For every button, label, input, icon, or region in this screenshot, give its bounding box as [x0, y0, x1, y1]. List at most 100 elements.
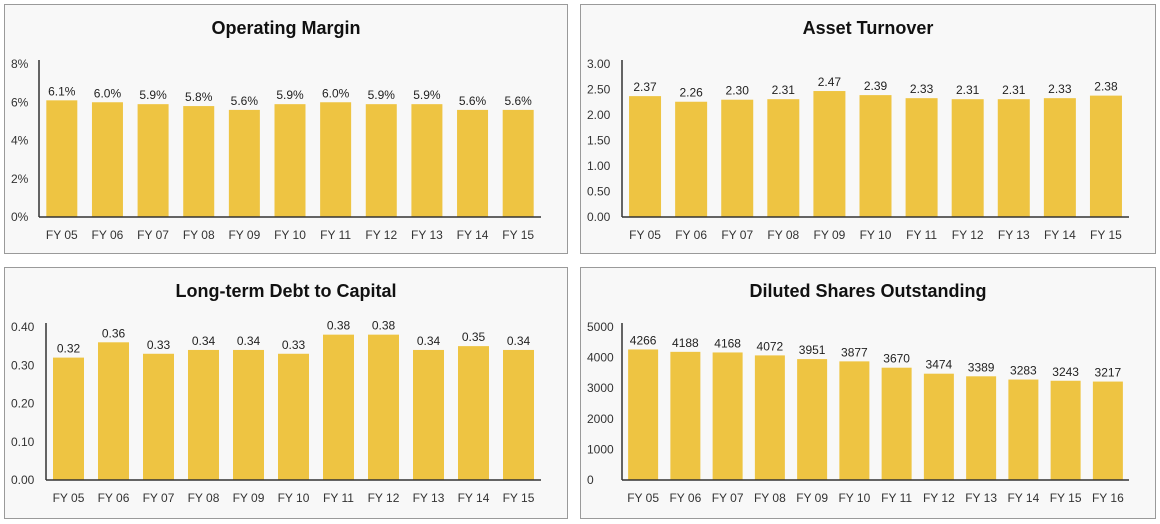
y-tick-label: 0.00 [11, 473, 35, 487]
bar [712, 352, 743, 480]
data-label: 2.30 [726, 84, 750, 98]
data-label: 0.34 [192, 334, 216, 348]
bar [368, 334, 399, 480]
debt-to-capital-chart: 0.00 0.10 0.20 0.30 0.40 0.32 FY 05 0.36 FY 06 0.… [11, 319, 541, 505]
x-tick-label: FY 15 [1050, 491, 1082, 505]
data-label: 5.8% [185, 90, 213, 104]
data-label: 0.33 [147, 338, 171, 352]
x-tick-label: FY 09 [814, 228, 846, 242]
data-label: 2.31 [772, 83, 796, 97]
data-label: 0.32 [57, 342, 81, 356]
data-label: 4266 [630, 333, 657, 347]
y-tick-label: 2.00 [587, 108, 611, 122]
bar [629, 96, 662, 217]
data-label: 4168 [714, 336, 741, 350]
x-tick-label: FY 11 [881, 491, 912, 505]
data-label: 5.6% [505, 94, 533, 108]
y-tick-label: 6% [11, 95, 29, 109]
bar [46, 100, 78, 217]
bar [1043, 98, 1076, 217]
data-label: 4072 [757, 339, 784, 353]
bar [797, 359, 828, 480]
debt-to-capital-panel: Long-term Debt to Capital 0.00 0.10 0.20 0.… [4, 267, 568, 519]
bar [813, 91, 846, 217]
x-tick-label: FY 13 [413, 491, 445, 505]
bar [670, 351, 701, 480]
data-label: 0.34 [507, 334, 531, 348]
data-label: 5.9% [276, 88, 304, 102]
x-tick-label: FY 10 [274, 228, 306, 242]
x-tick-label: FY 08 [188, 491, 220, 505]
bar [365, 104, 397, 217]
bar [721, 99, 754, 217]
chart-title: Diluted Shares Outstanding [749, 281, 987, 301]
y-tick-label: 2000 [587, 412, 614, 426]
x-tick-label: FY 11 [323, 491, 354, 505]
data-label: 4188 [672, 336, 699, 350]
x-tick-label: FY 06 [669, 491, 701, 505]
y-tick-label: 4% [11, 134, 29, 148]
y-tick-label: 0.00 [587, 210, 611, 224]
y-tick-label: 8% [11, 57, 29, 71]
y-tick-label: 0.20 [11, 397, 35, 411]
y-tick-label: 3000 [587, 381, 614, 395]
bar [320, 102, 352, 217]
bar [951, 99, 984, 217]
y-tick-label: 0 [587, 473, 594, 487]
bar [754, 355, 785, 480]
data-label: 3474 [926, 358, 953, 372]
chart-title: Long-term Debt to Capital [175, 281, 397, 301]
chart-title: Operating Margin [211, 18, 361, 38]
bar [183, 106, 215, 217]
data-label: 5.6% [231, 94, 259, 108]
data-label: 0.34 [417, 334, 441, 348]
x-tick-label: FY 15 [1090, 228, 1122, 242]
x-tick-label: FY 13 [411, 228, 443, 242]
bar [905, 98, 938, 217]
x-tick-label: FY 15 [502, 228, 534, 242]
chart-title: Asset Turnover [802, 18, 934, 38]
data-label: 2.33 [910, 82, 934, 96]
bar [411, 104, 443, 217]
bar [839, 361, 870, 480]
x-tick-label: FY 12 [365, 228, 397, 242]
bar [675, 101, 708, 217]
x-tick-label: FY 13 [965, 491, 997, 505]
x-tick-label: FY 06 [675, 228, 707, 242]
bar [233, 349, 264, 480]
x-tick-label: FY 10 [278, 491, 310, 505]
bar [413, 349, 444, 480]
x-tick-label: FY 05 [627, 491, 659, 505]
bar [1089, 95, 1122, 217]
bar [278, 353, 309, 480]
x-tick-label: FY 15 [503, 491, 535, 505]
data-label: 6.0% [94, 86, 122, 100]
bar [457, 109, 489, 217]
x-tick-label: FY 14 [1007, 491, 1039, 505]
diluted-shares-chart: 0 1000 2000 3000 4000 5000 4266 FY 05 4188 FY 06 4… [587, 320, 1129, 505]
bar [997, 99, 1030, 217]
bar [53, 357, 84, 480]
x-tick-label: FY 05 [46, 228, 78, 242]
y-tick-label: 0.10 [11, 435, 35, 449]
x-tick-label: FY 13 [998, 228, 1030, 242]
x-tick-label: FY 12 [952, 228, 984, 242]
bar [767, 99, 800, 217]
data-label: 5.9% [139, 88, 167, 102]
bar [228, 109, 260, 217]
x-tick-label: FY 14 [457, 228, 489, 242]
y-tick-label: 4000 [587, 351, 614, 365]
y-tick-label: 1000 [587, 442, 614, 456]
bar [502, 109, 534, 217]
data-label: 3951 [799, 343, 826, 357]
bar [881, 367, 912, 480]
x-tick-label: FY 07 [137, 228, 169, 242]
data-label: 2.26 [679, 86, 703, 100]
x-tick-label: FY 05 [53, 491, 85, 505]
bar [1050, 380, 1081, 480]
x-tick-label: FY 07 [143, 491, 175, 505]
data-label: 0.35 [462, 330, 486, 344]
x-tick-label: FY 16 [1092, 491, 1124, 505]
data-label: 0.36 [102, 326, 126, 340]
data-label: 2.37 [633, 80, 657, 94]
